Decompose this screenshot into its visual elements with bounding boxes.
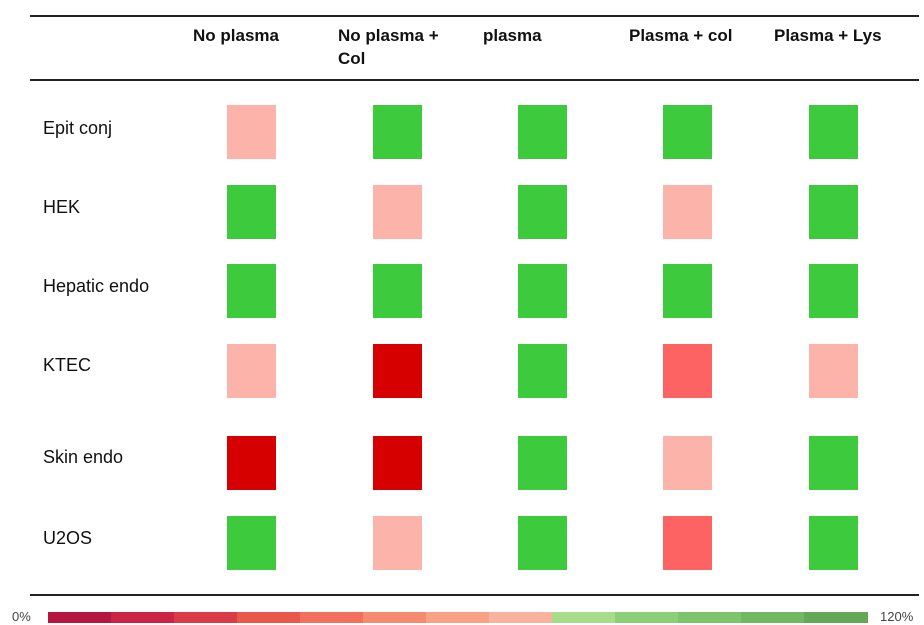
heatmap-cell xyxy=(663,185,712,239)
column-header: No plasma + Col xyxy=(338,26,439,68)
heatmap-cell xyxy=(518,264,567,318)
heatmap-cell xyxy=(809,344,858,398)
heatmap-cell xyxy=(373,185,422,239)
heatmap-cell xyxy=(809,436,858,490)
row-label: Hepatic endo xyxy=(43,276,150,296)
heatmap-cell xyxy=(227,344,276,398)
scale-segment xyxy=(426,612,490,623)
scale-segment xyxy=(804,612,868,623)
row-label: KTEC xyxy=(43,355,92,375)
heatmap-cell xyxy=(663,264,712,318)
scale-segment xyxy=(615,612,679,623)
heatmap-cell xyxy=(663,344,712,398)
heatmap-cell xyxy=(227,436,276,490)
scale-segment xyxy=(48,612,112,623)
row-label: Skin endo xyxy=(43,447,124,467)
top-rule xyxy=(30,15,919,17)
column-header: No plasma xyxy=(193,26,279,45)
heatmap-cell xyxy=(227,185,276,239)
scale-segment xyxy=(111,612,175,623)
row-label: Epit conj xyxy=(43,118,113,138)
scale-max-label: 120% xyxy=(880,609,914,624)
heatmap-cell xyxy=(518,516,567,570)
heatmap-cell xyxy=(663,105,712,159)
bottom-rule xyxy=(30,594,919,596)
heatmap-cell xyxy=(373,105,422,159)
scale-segment xyxy=(552,612,616,623)
heatmap-cell xyxy=(518,185,567,239)
scale-segment xyxy=(489,612,553,623)
scale-segment xyxy=(363,612,427,623)
column-header: Plasma + Lys xyxy=(774,26,882,45)
heatmap-cell xyxy=(809,185,858,239)
heatmap-cell xyxy=(518,436,567,490)
column-header: plasma xyxy=(483,26,542,45)
heatmap-cell xyxy=(663,436,712,490)
column-header: Plasma + col xyxy=(629,26,733,45)
row-label: HEK xyxy=(43,197,81,217)
scale-segment xyxy=(678,612,742,623)
header-rule xyxy=(30,79,919,81)
heatmap-cell xyxy=(373,436,422,490)
heatmap-cell xyxy=(373,344,422,398)
scale-segment xyxy=(741,612,805,623)
heatmap-cell xyxy=(809,105,858,159)
heatmap-cell xyxy=(373,264,422,318)
heatmap-cell xyxy=(518,344,567,398)
scale-segment xyxy=(300,612,364,623)
heatmap-cell xyxy=(809,516,858,570)
heatmap-cell xyxy=(663,516,712,570)
scale-segment xyxy=(174,612,238,623)
heatmap-cell xyxy=(227,264,276,318)
heatmap-cell xyxy=(227,516,276,570)
scale-segment xyxy=(237,612,301,623)
heatmap-cell xyxy=(227,105,276,159)
row-label: U2OS xyxy=(43,528,93,548)
heatmap-cell xyxy=(518,105,567,159)
heatmap-cell xyxy=(373,516,422,570)
heatmap-cell xyxy=(809,264,858,318)
scale-min-label: 0% xyxy=(12,609,31,624)
